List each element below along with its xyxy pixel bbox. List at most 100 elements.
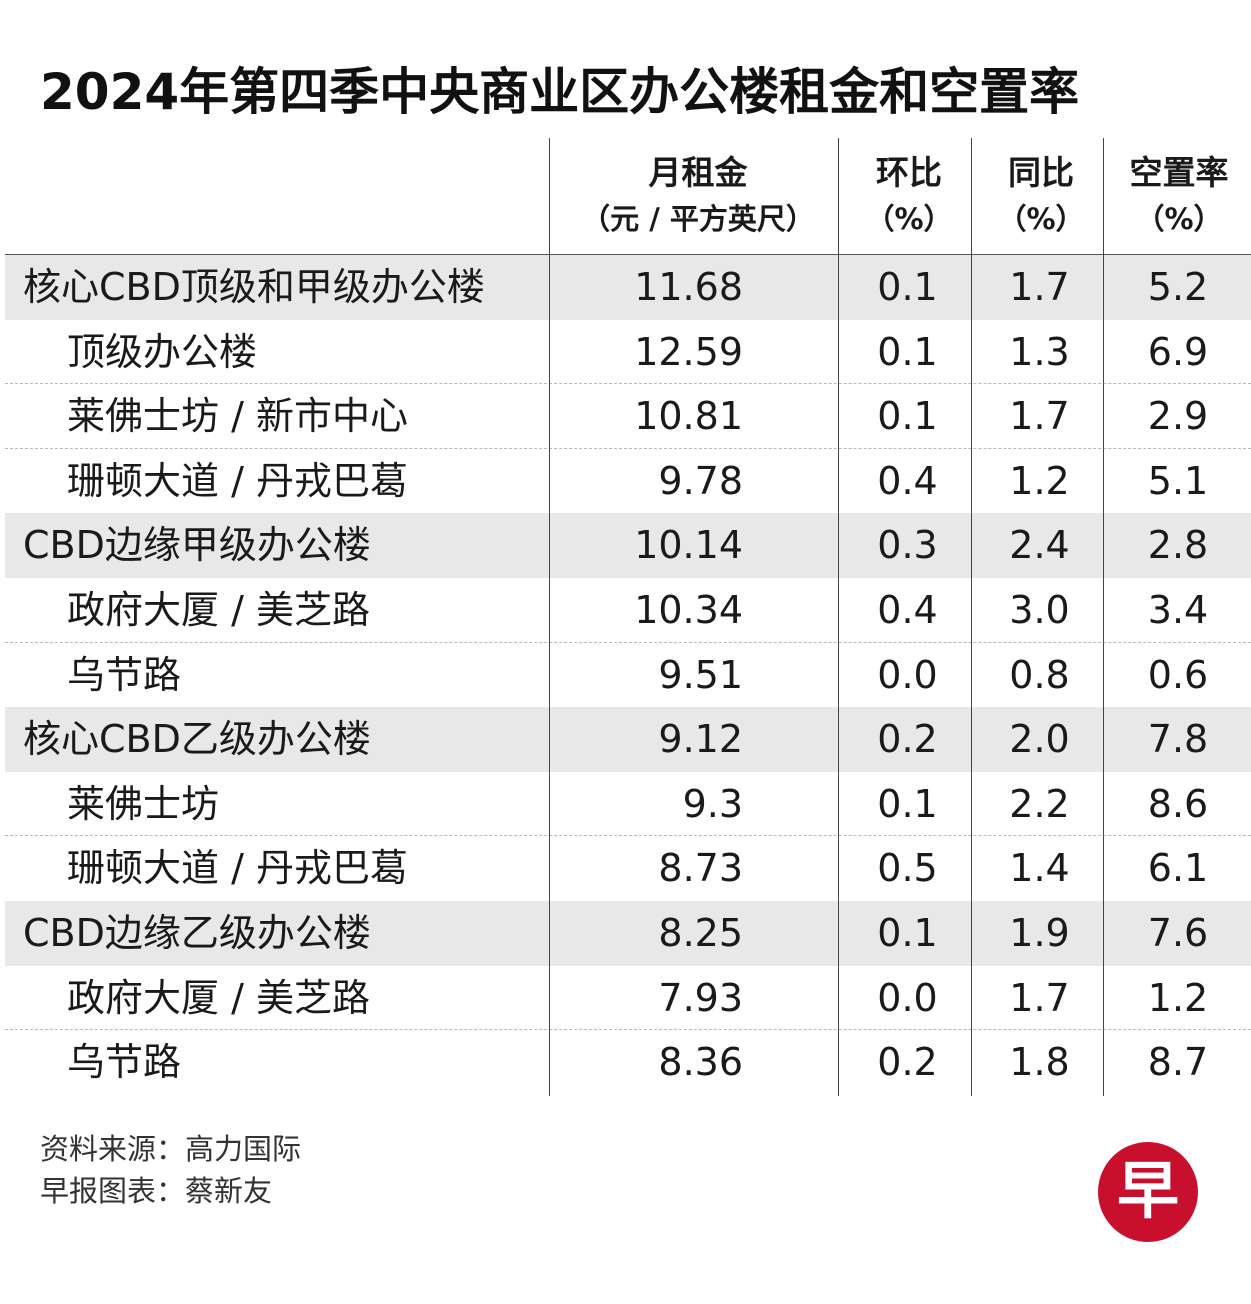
row-qoq: 0.5 bbox=[877, 846, 938, 891]
row-qoq: 0.0 bbox=[877, 975, 938, 1020]
row-vacancy: 0.6 bbox=[1147, 652, 1209, 697]
row-name: 莱佛士坊 bbox=[67, 781, 220, 826]
column-divider bbox=[1103, 138, 1104, 1096]
row-name: 乌节路 bbox=[67, 1040, 182, 1085]
column-divider bbox=[549, 138, 550, 1096]
header-vacancy: 空置率 （%） bbox=[1107, 138, 1251, 254]
row-vacancy: 5.1 bbox=[1147, 458, 1209, 503]
column-divider bbox=[971, 138, 972, 1096]
row-yoy: 0.8 bbox=[1009, 652, 1070, 697]
table-row: 政府大厦 / 美芝路 10.34 0.4 3.0 3.4 bbox=[5, 578, 1251, 643]
row-qoq: 0.1 bbox=[877, 329, 938, 374]
source-note: 资料来源：高力国际 bbox=[40, 1132, 302, 1166]
header-rent: 月租金 （元 / 平方英尺） bbox=[553, 138, 843, 254]
row-yoy: 1.3 bbox=[1009, 329, 1070, 374]
row-name: CBD边缘甲级办公楼 bbox=[23, 523, 371, 568]
row-rent: 7.93 bbox=[658, 975, 743, 1020]
row-rent: 11.68 bbox=[634, 265, 743, 309]
footer: 资料来源：高力国际 早报图表：蔡新友 bbox=[40, 1128, 301, 1212]
credit-note: 早报图表：蔡新友 bbox=[40, 1174, 273, 1208]
row-vacancy: 6.9 bbox=[1147, 329, 1209, 374]
table-row: 珊顿大道 / 丹戎巴葛 9.78 0.4 1.2 5.1 bbox=[5, 449, 1251, 514]
row-name: CBD边缘乙级办公楼 bbox=[23, 910, 371, 955]
row-vacancy: 5.2 bbox=[1147, 265, 1209, 309]
chart-title: 2024年第四季中央商业区办公楼租金和空置率 bbox=[40, 63, 1080, 121]
header-qoq-unit: （%） bbox=[865, 202, 953, 236]
row-rent: 8.25 bbox=[658, 910, 743, 955]
header-yoy: 同比 （%） bbox=[975, 138, 1107, 254]
data-table: 月租金 （元 / 平方英尺） 环比 （%） 同比 （%） 空置率 （%） 核心C… bbox=[5, 138, 1251, 1096]
header-vacancy-label: 空置率 bbox=[1129, 153, 1229, 192]
table-row: 莱佛士坊 9.3 0.1 2.2 8.6 bbox=[5, 772, 1251, 837]
table-row: 珊顿大道 / 丹戎巴葛 8.73 0.5 1.4 6.1 bbox=[5, 836, 1251, 901]
table-body: 核心CBD顶级和甲级办公楼 11.68 0.1 1.7 5.2 顶级办公楼 12.59 0.1… bbox=[5, 255, 1251, 1095]
row-yoy: 1.2 bbox=[1009, 458, 1070, 503]
row-yoy: 3.0 bbox=[1009, 587, 1070, 632]
row-rent: 10.34 bbox=[634, 587, 743, 632]
row-rent: 9.3 bbox=[682, 781, 743, 826]
row-qoq: 0.1 bbox=[877, 781, 938, 826]
row-rent: 10.14 bbox=[634, 523, 743, 568]
header-qoq: 环比 （%） bbox=[843, 138, 975, 254]
row-vacancy: 2.8 bbox=[1147, 523, 1209, 568]
row-yoy: 1.4 bbox=[1009, 846, 1070, 891]
row-name: 核心CBD乙级办公楼 bbox=[23, 717, 371, 762]
row-qoq: 0.2 bbox=[877, 717, 938, 762]
row-name: 乌节路 bbox=[67, 652, 182, 697]
column-divider bbox=[838, 138, 839, 1096]
row-yoy: 1.7 bbox=[1009, 394, 1070, 439]
row-yoy: 1.7 bbox=[1009, 975, 1070, 1020]
logo-char: 早 bbox=[1117, 1154, 1179, 1227]
row-rent: 9.12 bbox=[658, 717, 743, 762]
table-row: 顶级办公楼 12.59 0.1 1.3 6.9 bbox=[5, 320, 1251, 385]
header-yoy-label: 同比 bbox=[1008, 153, 1074, 192]
header-vacancy-unit: （%） bbox=[1135, 202, 1223, 236]
row-vacancy: 3.4 bbox=[1147, 587, 1209, 632]
header-yoy-unit: （%） bbox=[997, 202, 1085, 236]
row-vacancy: 6.1 bbox=[1147, 846, 1209, 891]
row-rent: 12.59 bbox=[634, 329, 743, 374]
row-qoq: 0.4 bbox=[877, 458, 938, 503]
row-qoq: 0.1 bbox=[877, 910, 938, 955]
header-rent-label: 月租金 bbox=[648, 153, 748, 192]
row-qoq: 0.4 bbox=[877, 587, 938, 632]
row-yoy: 2.2 bbox=[1009, 781, 1070, 826]
table-row: 莱佛士坊 / 新市中心 10.81 0.1 1.7 2.9 bbox=[5, 384, 1251, 449]
row-yoy: 1.9 bbox=[1009, 910, 1070, 955]
row-yoy: 2.0 bbox=[1009, 717, 1070, 762]
row-rent: 8.36 bbox=[658, 1040, 743, 1085]
row-yoy: 1.7 bbox=[1009, 265, 1070, 309]
row-name: 核心CBD顶级和甲级办公楼 bbox=[23, 265, 485, 309]
row-yoy: 2.4 bbox=[1009, 523, 1070, 568]
row-name: 政府大厦 / 美芝路 bbox=[67, 587, 370, 632]
table-row: 核心CBD顶级和甲级办公楼 11.68 0.1 1.7 5.2 bbox=[5, 255, 1251, 320]
row-vacancy: 8.7 bbox=[1147, 1040, 1209, 1085]
row-qoq: 0.2 bbox=[877, 1040, 938, 1085]
row-vacancy: 1.2 bbox=[1147, 975, 1209, 1020]
row-qoq: 0.3 bbox=[877, 523, 938, 568]
row-rent: 9.51 bbox=[658, 652, 743, 697]
zaobao-logo-icon: 早 bbox=[1098, 1142, 1198, 1242]
row-rent: 8.73 bbox=[658, 846, 743, 891]
row-name: 莱佛士坊 / 新市中心 bbox=[67, 394, 408, 439]
row-name: 政府大厦 / 美芝路 bbox=[67, 975, 370, 1020]
row-vacancy: 7.8 bbox=[1147, 717, 1209, 762]
table-row: 乌节路 9.51 0.0 0.8 0.6 bbox=[5, 643, 1251, 708]
row-vacancy: 7.6 bbox=[1147, 910, 1209, 955]
header-rent-unit: （元 / 平方英尺） bbox=[581, 202, 815, 236]
row-name: 顶级办公楼 bbox=[67, 329, 258, 374]
row-qoq: 0.1 bbox=[877, 394, 938, 439]
table-row: CBD边缘甲级办公楼 10.14 0.3 2.4 2.8 bbox=[5, 513, 1251, 578]
table-row: 政府大厦 / 美芝路 7.93 0.0 1.7 1.2 bbox=[5, 966, 1251, 1031]
row-name: 珊顿大道 / 丹戎巴葛 bbox=[67, 846, 408, 891]
row-rent: 10.81 bbox=[634, 394, 743, 439]
table-header: 月租金 （元 / 平方英尺） 环比 （%） 同比 （%） 空置率 （%） bbox=[5, 138, 1251, 255]
row-qoq: 0.1 bbox=[877, 265, 938, 309]
row-vacancy: 8.6 bbox=[1147, 781, 1209, 826]
row-rent: 9.78 bbox=[658, 458, 743, 503]
row-qoq: 0.0 bbox=[877, 652, 938, 697]
row-yoy: 1.8 bbox=[1009, 1040, 1070, 1085]
table-row: CBD边缘乙级办公楼 8.25 0.1 1.9 7.6 bbox=[5, 900, 1251, 966]
row-vacancy: 2.9 bbox=[1147, 394, 1209, 439]
table-row: 核心CBD乙级办公楼 9.12 0.2 2.0 7.8 bbox=[5, 707, 1251, 772]
